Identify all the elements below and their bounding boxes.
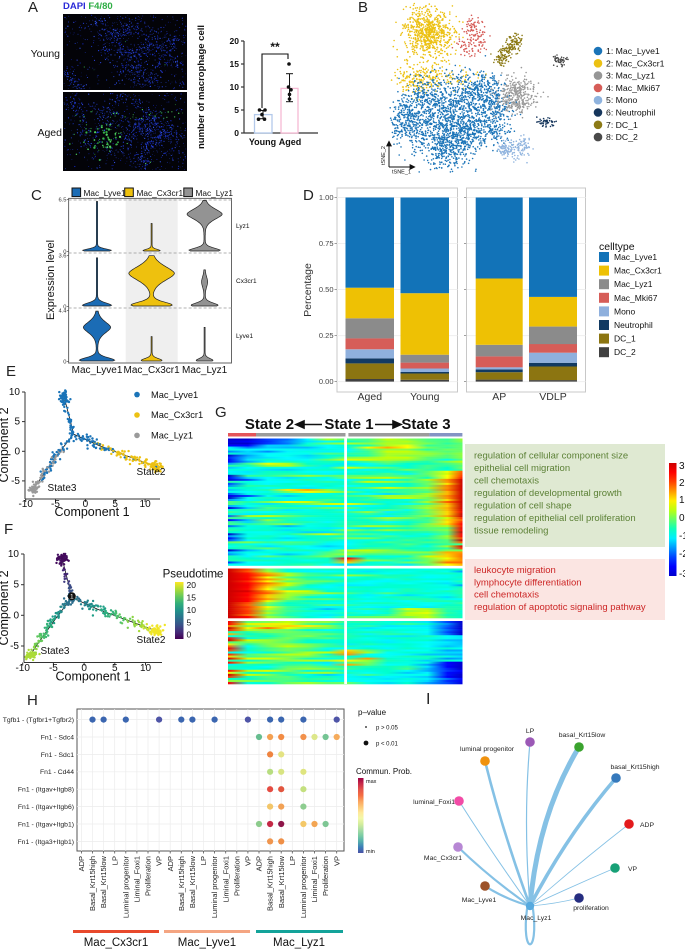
svg-text:**: ** [270,40,280,54]
svg-text:0: 0 [234,128,239,138]
svg-text:10: 10 [230,82,240,92]
svg-text:number of macrophage cell: number of macrophage cell [196,25,207,149]
svg-text:20: 20 [230,36,240,46]
svg-text:Young: Young [249,137,276,147]
svg-text:15: 15 [230,59,240,69]
svg-text:5: 5 [234,105,239,115]
svg-text:Aged: Aged [279,137,302,147]
